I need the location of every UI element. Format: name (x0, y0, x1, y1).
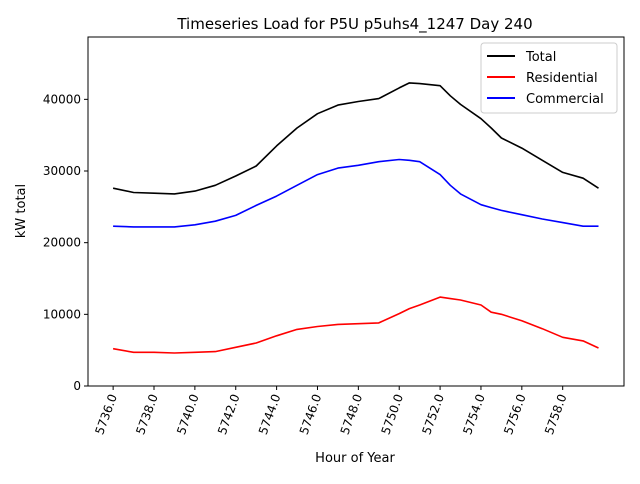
x-tick-label: 5742.0 (215, 392, 243, 436)
series-line-residential (112, 296, 599, 354)
legend-label-total: Total (525, 50, 556, 65)
x-tick-label: 5738.0 (133, 392, 161, 436)
x-tick-label: 5758.0 (542, 392, 570, 436)
x-tick-label: 5744.0 (256, 392, 284, 436)
series-line-commercial (113, 158, 599, 228)
legend: Total Residential Commercial (480, 42, 618, 114)
y-tick-label: 30000 (43, 164, 81, 178)
x-tick-label: 5748.0 (338, 392, 366, 436)
plot-frame (87, 36, 625, 387)
x-tick-label: 5740.0 (174, 392, 202, 436)
x-tick-label: 5746.0 (297, 392, 325, 436)
legend-label-commercial: Commercial (526, 92, 604, 107)
x-tick-label: 5756.0 (501, 392, 529, 436)
y-tick-label: 0 (73, 379, 81, 393)
x-tick-label: 5750.0 (379, 392, 407, 436)
chart-title: Timeseries Load for P5U p5uhs4_1247 Day … (176, 15, 532, 34)
y-tick-label: 20000 (43, 236, 81, 250)
y-tick-label: 10000 (43, 307, 81, 321)
legend-frame (480, 42, 618, 114)
y-tick-label: 40000 (43, 92, 81, 106)
x-axis-label: Hour of Year (315, 451, 395, 466)
y-axis-label: kW total (14, 184, 29, 238)
x-tick-label: 5754.0 (460, 392, 488, 436)
x-tick-label: 5752.0 (419, 392, 447, 436)
x-tick-label: 5736.0 (92, 392, 120, 436)
legend-label-residential: Residential (526, 71, 598, 86)
series-line-total (112, 82, 599, 195)
